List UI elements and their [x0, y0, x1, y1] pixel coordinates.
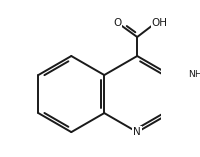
Text: N: N [133, 127, 141, 137]
Text: NH$_2$: NH$_2$ [188, 69, 200, 81]
Text: OH: OH [151, 18, 167, 28]
Text: O: O [113, 18, 121, 28]
